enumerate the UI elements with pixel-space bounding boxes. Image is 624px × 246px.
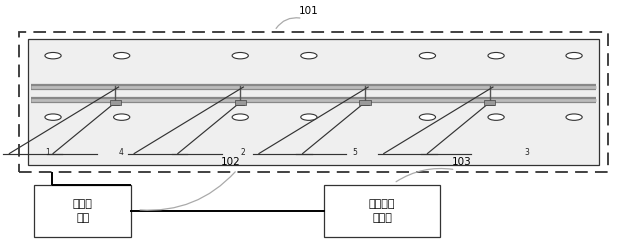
- Text: 5: 5: [353, 148, 358, 157]
- Circle shape: [114, 114, 130, 120]
- FancyArrowPatch shape: [140, 172, 235, 210]
- Circle shape: [232, 114, 248, 120]
- Bar: [359, 100, 371, 105]
- Bar: [34, 184, 131, 237]
- Circle shape: [566, 114, 582, 120]
- FancyArrowPatch shape: [276, 18, 300, 29]
- Bar: [28, 39, 599, 165]
- Circle shape: [301, 52, 317, 59]
- Circle shape: [45, 52, 61, 59]
- Bar: [110, 100, 121, 105]
- Circle shape: [301, 114, 317, 120]
- Bar: [324, 184, 440, 237]
- Bar: [235, 100, 246, 105]
- Text: 102: 102: [221, 157, 241, 167]
- Circle shape: [488, 52, 504, 59]
- Text: 1: 1: [46, 148, 51, 157]
- Circle shape: [419, 114, 436, 120]
- Text: 3: 3: [524, 148, 529, 157]
- Text: 103: 103: [452, 157, 472, 167]
- Circle shape: [45, 114, 61, 120]
- Text: 4: 4: [119, 148, 124, 157]
- Circle shape: [488, 114, 504, 120]
- FancyArrowPatch shape: [396, 169, 453, 182]
- Text: 2: 2: [240, 148, 245, 157]
- Bar: [19, 32, 608, 172]
- Circle shape: [419, 52, 436, 59]
- Circle shape: [114, 52, 130, 59]
- Text: 多组传
感器: 多组传 感器: [73, 199, 92, 223]
- Circle shape: [232, 52, 248, 59]
- Circle shape: [566, 52, 582, 59]
- Bar: [484, 100, 495, 105]
- Text: 称重处理
传感器: 称重处理 传感器: [369, 199, 396, 223]
- Text: 101: 101: [299, 6, 319, 16]
